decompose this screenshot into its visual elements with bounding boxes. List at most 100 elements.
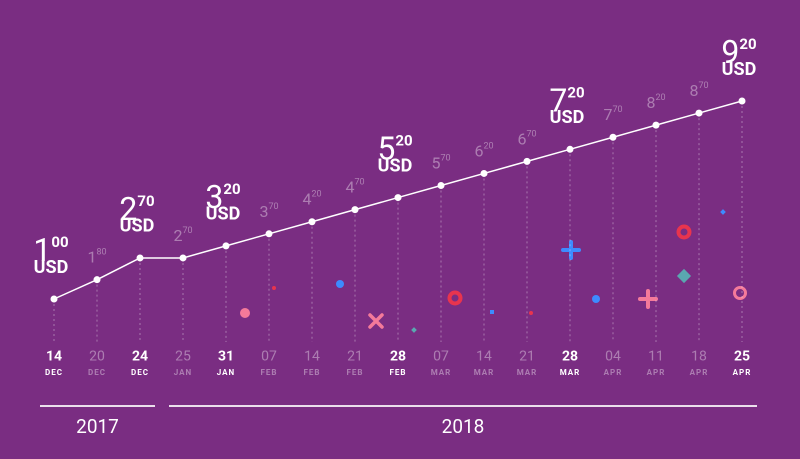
price-whole: 3 bbox=[259, 202, 268, 221]
price-whole: 3 bbox=[205, 178, 223, 216]
price-cents: 20 bbox=[655, 94, 665, 104]
decor-ring bbox=[447, 290, 463, 306]
date-day: 07 bbox=[433, 349, 449, 365]
point bbox=[695, 109, 703, 117]
point bbox=[609, 133, 617, 141]
decor-dot bbox=[592, 295, 600, 303]
price-whole: 2 bbox=[119, 190, 137, 228]
point bbox=[351, 206, 359, 214]
date-day: 21 bbox=[519, 349, 535, 365]
date-month: FEB bbox=[390, 368, 407, 377]
decor-square bbox=[490, 310, 494, 314]
point bbox=[308, 218, 316, 226]
price-label: 320 bbox=[205, 178, 240, 216]
date-month: DEC bbox=[45, 368, 63, 377]
currency: USD bbox=[550, 107, 585, 128]
date-day: 04 bbox=[605, 349, 621, 365]
point bbox=[394, 194, 402, 202]
point bbox=[523, 157, 531, 165]
decorations bbox=[240, 209, 747, 333]
price-whole: 7 bbox=[603, 105, 612, 124]
decor-plus bbox=[561, 240, 581, 260]
decor-diamond bbox=[411, 327, 417, 333]
price-whole: 6 bbox=[517, 130, 526, 149]
price-whole: 8 bbox=[646, 93, 655, 112]
price-cents: 20 bbox=[483, 142, 493, 152]
date-day: 24 bbox=[132, 349, 148, 365]
price-whole: 7 bbox=[549, 82, 567, 120]
date-day: 20 bbox=[89, 349, 105, 365]
price-whole: 1 bbox=[33, 231, 51, 269]
price-label: 770 bbox=[603, 105, 622, 124]
price-cents: 20 bbox=[311, 190, 321, 200]
price-label: 820 bbox=[646, 93, 665, 112]
price-cents: 70 bbox=[526, 130, 536, 140]
decor-dot bbox=[240, 308, 250, 318]
date-month: APR bbox=[690, 368, 709, 377]
date-day: 14 bbox=[46, 349, 62, 365]
date-month: APR bbox=[733, 368, 752, 377]
date-day: 21 bbox=[347, 349, 363, 365]
point bbox=[93, 276, 101, 284]
decor-dot bbox=[272, 286, 276, 290]
date-day: 31 bbox=[218, 349, 234, 365]
point bbox=[50, 295, 58, 303]
decor-diamond bbox=[676, 268, 692, 284]
price-cents: 70 bbox=[698, 81, 708, 91]
decor-plus bbox=[638, 289, 658, 309]
price-label: 270 bbox=[173, 226, 192, 245]
date-day: 14 bbox=[304, 349, 320, 365]
date-day: 25 bbox=[175, 349, 191, 365]
price-cents: 70 bbox=[354, 178, 364, 188]
date-day: 14 bbox=[476, 349, 492, 365]
price-label: 180 bbox=[87, 248, 106, 267]
decor-dot bbox=[529, 311, 533, 315]
date-month: APR bbox=[604, 368, 623, 377]
currency: USD bbox=[34, 257, 69, 278]
date-month: FEB bbox=[304, 368, 321, 377]
date-day: 18 bbox=[691, 349, 707, 365]
price-whole: 1 bbox=[87, 248, 96, 267]
price-whole: 9 bbox=[721, 33, 739, 71]
price-whole: 5 bbox=[431, 154, 440, 173]
price-whole: 6 bbox=[474, 142, 483, 161]
date-day: 28 bbox=[562, 349, 578, 365]
year-label: 2017 bbox=[76, 415, 119, 438]
currency: USD bbox=[722, 59, 757, 80]
date-month: DEC bbox=[88, 368, 106, 377]
price-label: 870 bbox=[689, 81, 708, 100]
price-label: 720 bbox=[549, 82, 584, 120]
decor-ring bbox=[676, 224, 692, 240]
currency: USD bbox=[378, 155, 413, 176]
price-label: 920 bbox=[721, 33, 756, 71]
price-label: 270 bbox=[119, 190, 154, 228]
price-whole: 5 bbox=[377, 130, 395, 168]
price-cents: 70 bbox=[137, 192, 154, 210]
date-month: DEC bbox=[131, 368, 149, 377]
price-whole: 4 bbox=[345, 178, 354, 197]
price-cents: 00 bbox=[51, 233, 68, 251]
date-month: MAR bbox=[474, 368, 495, 377]
year-label: 2018 bbox=[442, 415, 485, 438]
price-cents: 70 bbox=[440, 154, 450, 164]
date-month: MAR bbox=[560, 368, 581, 377]
price-label: 520 bbox=[377, 130, 412, 168]
price-cents: 80 bbox=[96, 248, 106, 258]
price-label: 100 bbox=[33, 231, 68, 269]
price-label: 420 bbox=[302, 190, 321, 209]
price-cents: 20 bbox=[567, 83, 584, 101]
price-cents: 20 bbox=[223, 180, 240, 198]
date-month: FEB bbox=[261, 368, 278, 377]
date-day: 11 bbox=[648, 349, 664, 365]
price-label: 470 bbox=[345, 178, 364, 197]
point bbox=[179, 254, 187, 262]
point bbox=[437, 182, 445, 190]
date-day: 07 bbox=[261, 349, 277, 365]
point bbox=[738, 97, 746, 105]
price-cents: 20 bbox=[739, 35, 756, 53]
point bbox=[136, 254, 144, 262]
price-label: 370 bbox=[259, 202, 278, 221]
date-month: JAN bbox=[174, 368, 192, 377]
